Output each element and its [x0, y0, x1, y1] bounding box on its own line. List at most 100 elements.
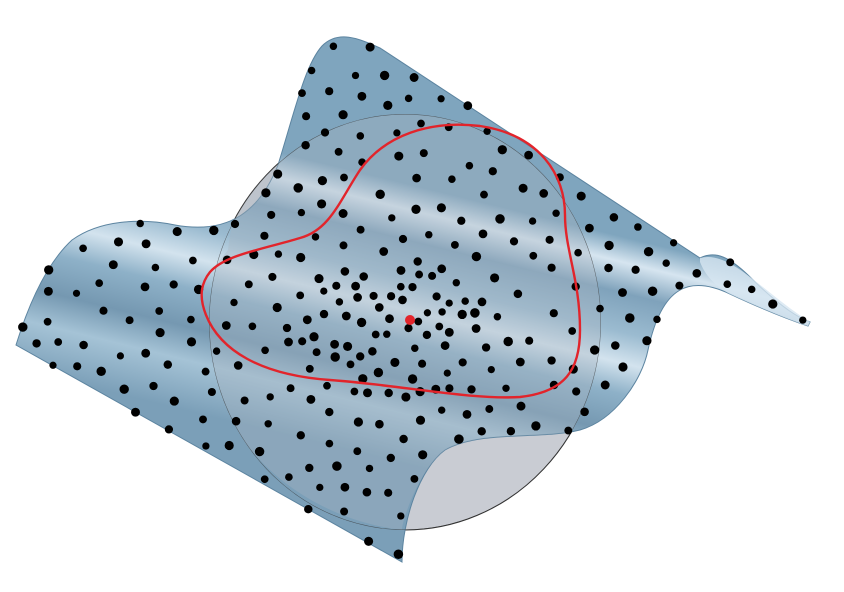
sample-point [221, 321, 231, 330]
sample-point [502, 384, 510, 392]
sample-point [692, 268, 702, 278]
sample-point [547, 263, 556, 272]
sample-point [375, 189, 385, 200]
sample-point [419, 149, 428, 158]
sample-point [189, 256, 197, 265]
sample-point [298, 89, 306, 98]
sample-point [343, 341, 353, 351]
sample-point [240, 396, 249, 405]
sample-point [485, 405, 494, 413]
sample-point [316, 483, 324, 492]
sample-point [305, 364, 314, 373]
sample-point [478, 229, 488, 239]
sample-point [390, 357, 400, 367]
sample-point [325, 407, 334, 417]
sample-point [224, 440, 234, 451]
sample-point [454, 434, 464, 444]
sample-point [515, 357, 525, 367]
sample-point [317, 199, 327, 209]
sample-point [422, 330, 432, 340]
sample-point [463, 101, 473, 111]
sample-point [444, 327, 454, 337]
sample-point [384, 388, 393, 398]
sample-point [340, 267, 350, 276]
sample-point [423, 309, 432, 317]
sample-point [398, 295, 407, 305]
sample-point [470, 308, 480, 318]
sample-point [418, 359, 427, 368]
disc-overlay [209, 114, 601, 530]
red-center-point [405, 315, 415, 325]
sample-point [564, 426, 573, 435]
sample-point [477, 427, 486, 436]
sample-point [572, 387, 581, 396]
sample-point [340, 173, 348, 182]
sample-point [428, 271, 437, 280]
sample-point [371, 330, 380, 339]
sample-point [379, 247, 389, 256]
sample-point [99, 306, 108, 315]
sample-point [260, 231, 269, 240]
sample-point [723, 280, 732, 289]
sample-point [440, 341, 450, 350]
sample-point [44, 265, 54, 275]
sample-point [356, 352, 365, 361]
sample-point [643, 247, 654, 257]
sample-point [43, 317, 52, 326]
sample-point [230, 219, 240, 229]
sample-point [353, 447, 362, 456]
sample-point [404, 324, 413, 333]
sample-point [199, 415, 207, 424]
sample-point [488, 167, 497, 176]
sample-point [325, 87, 334, 96]
sample-point [79, 340, 88, 350]
sample-point [493, 312, 502, 321]
sample-point [330, 352, 340, 362]
sample-point [609, 213, 619, 222]
sample-point [32, 339, 41, 348]
sample-point [396, 282, 405, 291]
sample-point [307, 66, 316, 75]
sample-point [293, 183, 303, 193]
sample-point [413, 257, 422, 266]
sample-point [768, 299, 778, 309]
sample-point [604, 240, 614, 251]
sample-point [625, 313, 635, 323]
sample-point [675, 281, 684, 290]
sample-point [325, 439, 334, 448]
sample-point [397, 512, 405, 520]
sample-point [273, 169, 283, 179]
sample-point [309, 332, 319, 342]
sample-point [547, 356, 556, 365]
sample-point [481, 343, 491, 352]
sample-point [231, 416, 241, 426]
sample-point [266, 393, 274, 401]
sample-point [119, 384, 129, 394]
sample-point [248, 322, 257, 331]
sample-point [356, 132, 365, 140]
sample-point [141, 239, 151, 249]
sample-point [461, 297, 469, 305]
sample-point [108, 260, 118, 270]
sample-point [351, 281, 360, 291]
sample-point [384, 488, 393, 497]
sample-point [335, 298, 344, 306]
sample-point [207, 387, 216, 397]
sample-point [436, 203, 446, 213]
sample-point [314, 274, 324, 284]
sample-point [297, 208, 306, 217]
sample-point [452, 278, 461, 287]
sample-point [432, 292, 441, 301]
sample-point [298, 337, 307, 346]
sample-point [379, 70, 390, 81]
sample-point [471, 324, 481, 333]
sample-point [169, 280, 178, 289]
sample-point [438, 406, 446, 414]
sample-point [356, 225, 365, 234]
sample-point [600, 380, 610, 390]
sample-point [362, 487, 372, 497]
sample-point [448, 175, 456, 183]
sample-point [172, 227, 182, 237]
sample-point [358, 374, 368, 384]
